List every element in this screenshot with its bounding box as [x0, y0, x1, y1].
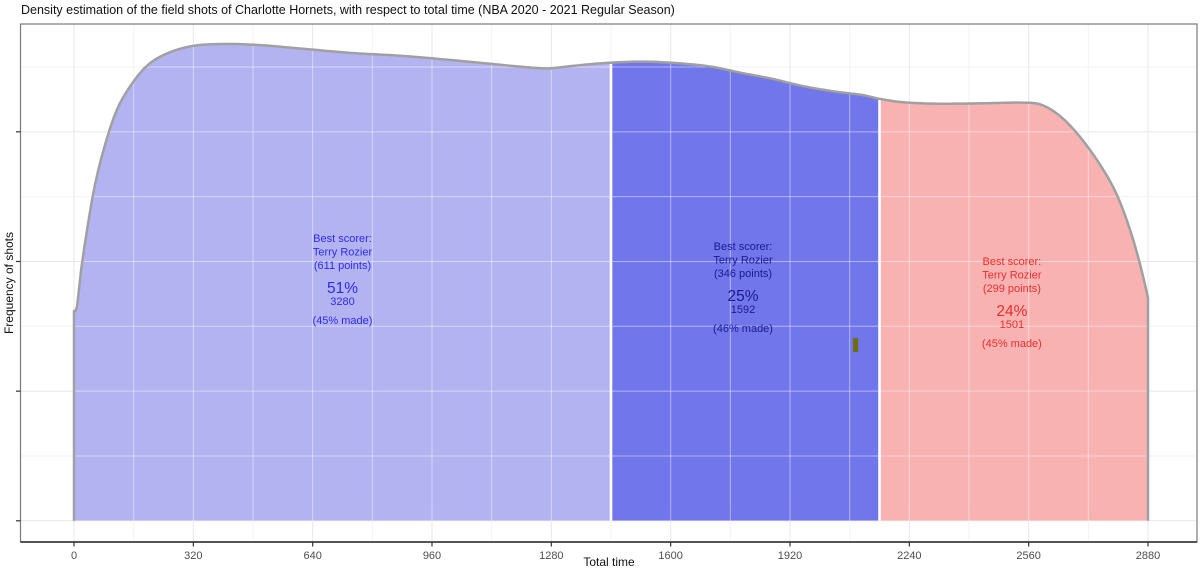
density-area	[74, 43, 1148, 521]
annotation-line: 24%	[996, 303, 1027, 320]
annotation-line: Best scorer:	[313, 233, 372, 245]
annotation-line: (346 points)	[714, 268, 772, 280]
annotation-line: 1592	[731, 304, 755, 316]
x-tick-label: 2880	[1136, 550, 1160, 562]
chart-title: Density estimation of the field shots of…	[21, 3, 675, 17]
x-tick-label: 1280	[539, 550, 563, 562]
annotation-line: (45% made)	[313, 315, 373, 327]
x-tick-label: 960	[423, 550, 441, 562]
x-tick-label: 1600	[658, 550, 682, 562]
x-tick-label: 320	[184, 550, 202, 562]
density-area-segment-1	[74, 43, 611, 521]
region-annotation-1: Best scorer: Terry Rozier(611 points) 51%3…	[313, 233, 373, 327]
annotation-line: Best scorer:	[983, 256, 1042, 268]
x-tick-label: 1920	[778, 550, 802, 562]
olive-marker	[853, 338, 859, 353]
annotation-line: (299 points)	[983, 283, 1041, 295]
x-tick-label: 0	[71, 550, 77, 562]
density-area-segment-2	[611, 61, 880, 521]
x-axis-label: Total time	[583, 555, 635, 569]
annotation-line: (45% made)	[982, 338, 1042, 350]
annotation-line: 3280	[330, 296, 354, 308]
density-area-segment-3	[879, 98, 1148, 521]
annotation-line: (46% made)	[713, 323, 773, 335]
annotation-line: Terry Rozier	[982, 270, 1042, 282]
annotation-line: (611 points)	[314, 260, 371, 272]
annotation-line: Terry Rozier	[313, 247, 373, 259]
x-tick-label: 2560	[1016, 550, 1040, 562]
density-curve	[72, 42, 1150, 521]
region-annotation-3: Best scorer: Terry Rozier(299 points) 24%1…	[982, 256, 1042, 350]
x-tick-label: 2240	[897, 550, 921, 562]
x-tick-label: 640	[303, 550, 321, 562]
region-separators	[609, 63, 881, 521]
annotation-line: 51%	[327, 280, 358, 297]
region-annotation-2: Best scorer: Terry Rozier(346 points) 25%1…	[713, 241, 773, 335]
annotation-line: 1501	[1000, 319, 1024, 331]
annotation-line: Best scorer:	[714, 241, 773, 253]
annotation-line: Terry Rozier	[713, 255, 773, 267]
annotation-line: 25%	[727, 288, 758, 305]
